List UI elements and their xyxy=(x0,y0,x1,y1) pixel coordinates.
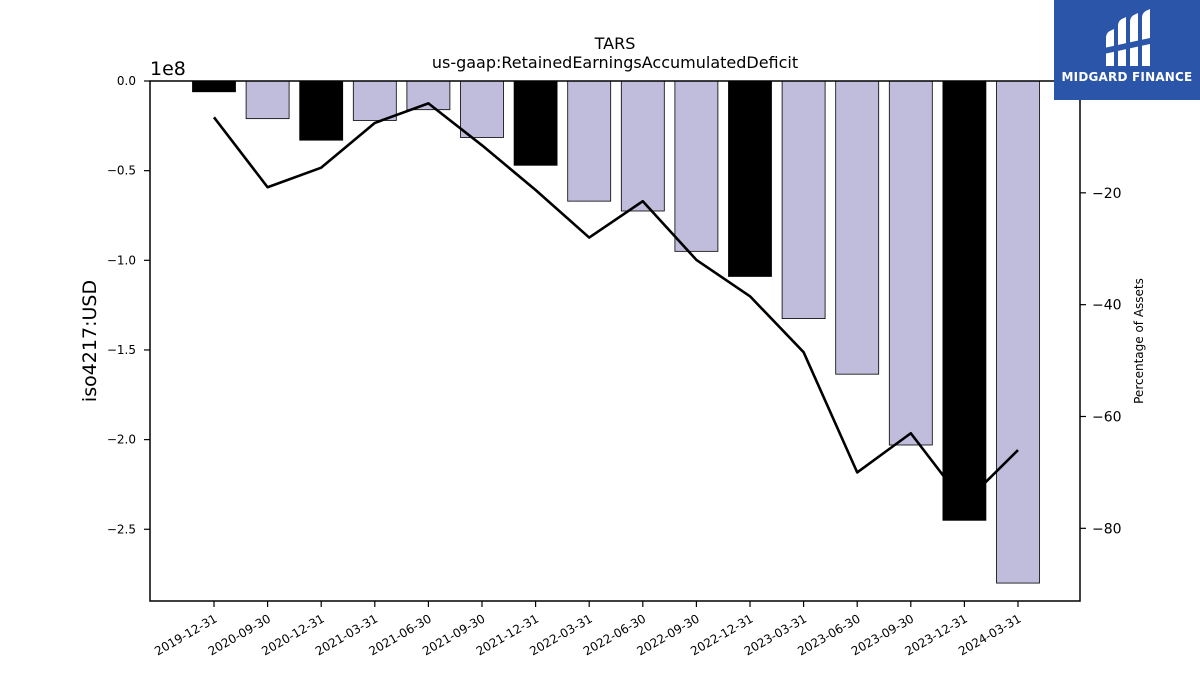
chart-title: TARS xyxy=(594,34,636,53)
bar-2023-06-30 xyxy=(835,80,880,375)
bar-2022-09-30 xyxy=(674,80,719,252)
logo-mark-icon xyxy=(1104,9,1150,66)
y-tick-label: −1.5 xyxy=(107,343,136,357)
bar-2019-12-31 xyxy=(192,80,236,93)
midgard-finance-logo: MIDGARD FINANCE xyxy=(1054,0,1200,100)
y2-tick-label: −20 xyxy=(1092,186,1122,202)
bar-2023-09-30 xyxy=(888,80,933,446)
bar-2021-09-30 xyxy=(460,80,504,138)
bar-2021-12-31 xyxy=(513,80,558,166)
bar-2020-12-31 xyxy=(299,80,344,141)
bar-2023-03-31 xyxy=(781,80,826,319)
bar-2022-06-30 xyxy=(620,80,665,212)
bar-2022-03-31 xyxy=(567,80,612,202)
bar-2021-03-31 xyxy=(352,80,397,121)
y-tick-label: −0.5 xyxy=(107,164,136,178)
y-tick-label: −1.0 xyxy=(107,253,136,267)
bar-2024-03-31 xyxy=(996,80,1040,584)
logo-text: MIDGARD FINANCE xyxy=(1061,70,1193,84)
y2-tick-label: −60 xyxy=(1092,409,1122,425)
left-axis-ticks: 0.0 −0.5 −1.0 −1.5 −2.0 −2.5 xyxy=(107,74,150,536)
right-axis-ticks: −20 −40 −60 −80 xyxy=(1080,186,1122,537)
bar-2020-09-30 xyxy=(245,80,290,120)
y-offset-label: 1e8 xyxy=(150,58,186,80)
bars xyxy=(192,80,1040,584)
bar-2023-12-31 xyxy=(942,80,987,521)
bar-2021-06-30 xyxy=(406,80,451,111)
y2-tick-label: −80 xyxy=(1092,521,1122,537)
bar-2022-12-31 xyxy=(728,80,772,277)
y-tick-label: 0.0 xyxy=(117,74,136,88)
chart-subtitle: us-gaap:RetainedEarningsAccumulatedDefic… xyxy=(432,53,798,72)
percentage-line xyxy=(212,102,1019,505)
x-axis-ticks: 2019-12-312020-09-302020-12-312021-03-31… xyxy=(152,601,1024,658)
plot-frame xyxy=(149,80,1081,602)
y2-axis-label: Percentage of Assets xyxy=(1132,278,1146,404)
y2-tick-label: −40 xyxy=(1092,298,1122,314)
y-tick-label: −2.5 xyxy=(107,522,136,536)
y-tick-label: −2.0 xyxy=(107,433,136,447)
y-axis-label: iso4217:USD xyxy=(79,280,101,402)
